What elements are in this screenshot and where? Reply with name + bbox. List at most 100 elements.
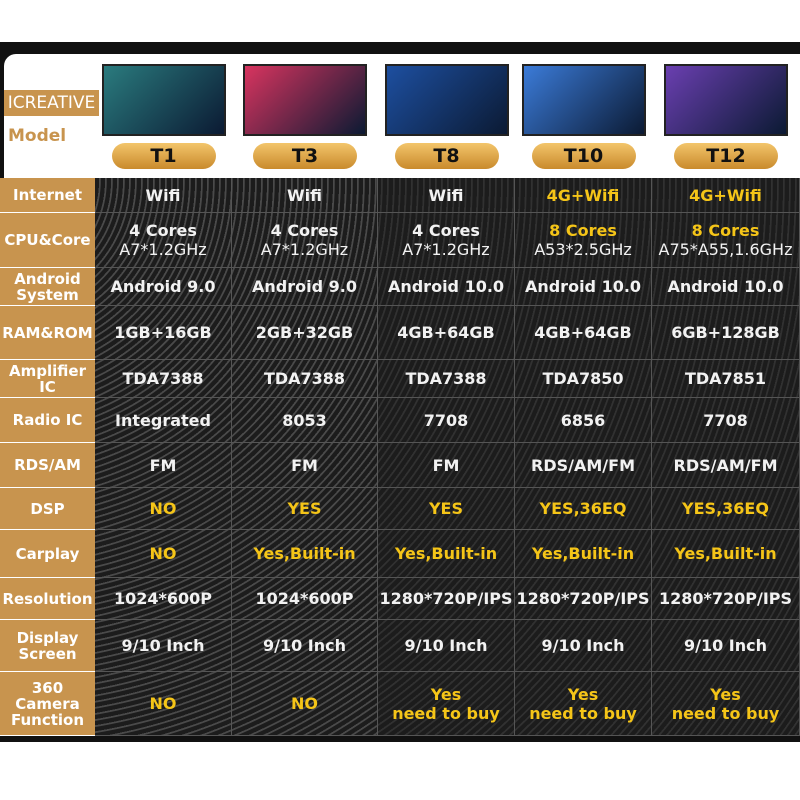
cell-text: need to buy: [392, 703, 500, 723]
table-cell: 6856: [515, 398, 652, 443]
cell-text: Integrated: [115, 410, 211, 430]
cell-text: 1280*720P/IPS: [379, 589, 513, 608]
row-label: Amplifier IC: [0, 360, 95, 398]
table-cell: RDS/AM/FM: [652, 443, 800, 488]
cell-text: 4 Cores: [129, 221, 197, 240]
model-name: T10: [531, 143, 636, 169]
table-cell: TDA7388: [95, 360, 232, 398]
label-line: Function: [10, 710, 85, 729]
row-label: Display Screen: [0, 620, 95, 672]
table-cell: RDS/AM/FM: [515, 443, 652, 488]
table-cell: 4 Cores A7*1.2GHz: [95, 213, 232, 268]
table-cell: 1024*600P: [232, 578, 378, 620]
table-cell: YES,36EQ: [515, 488, 652, 530]
screen-image: [521, 64, 646, 136]
cell-text: YES: [428, 499, 464, 518]
table-cell: 6GB+128GB: [652, 306, 800, 360]
table-cell: 8 Cores A75*A55,1.6GHz: [652, 213, 800, 268]
label-line: Display: [16, 628, 79, 647]
cell-text: 1024*600P: [255, 589, 354, 608]
label-line: Amplifier IC: [9, 361, 86, 396]
cell-text: 4 Cores: [270, 221, 339, 240]
table-cell: Wifi: [95, 178, 232, 213]
cell-text: Yes: [567, 684, 599, 704]
model-name: T1: [111, 143, 216, 169]
cell-text: FM: [149, 455, 177, 475]
cell-text: 9/10 Inch: [404, 636, 488, 655]
cell-text: 6GB+128GB: [671, 323, 780, 342]
cell-text: Android 10.0: [524, 277, 642, 296]
cell-text: Wifi: [287, 185, 322, 205]
table-cell: Yes need to buy: [652, 672, 800, 736]
cell-text: YES,36EQ: [539, 499, 627, 518]
label-line: Android: [14, 269, 81, 288]
cell-text: NO: [149, 499, 177, 518]
table-cell: NO: [95, 530, 232, 578]
table-cell: TDA7850: [515, 360, 652, 398]
table-cell: Android 10.0: [515, 268, 652, 306]
screen-image: [101, 64, 226, 136]
cell-text: Yes,Built-in: [394, 544, 498, 563]
table-cell: 4 Cores A7*1.2GHz: [378, 213, 515, 268]
cell-text: TDA7388: [122, 369, 204, 388]
cell-text: 4 Cores: [412, 221, 480, 240]
cell-text: 4GB+64GB: [397, 323, 495, 342]
cell-text: Android 9.0: [252, 277, 357, 296]
cell-text: 9/10 Inch: [121, 636, 205, 655]
table-cell: 9/10 Inch: [378, 620, 515, 672]
label-line: System: [16, 285, 79, 304]
cell-text: 1024*600P: [113, 589, 213, 608]
screen-image: [384, 64, 509, 136]
table-cell: Integrated: [95, 398, 232, 443]
screen-image: [664, 64, 788, 136]
label-line: Carplay: [15, 544, 80, 563]
row-label: DSP: [0, 488, 95, 530]
table-cell: 9/10 Inch: [515, 620, 652, 672]
row-label: RDS/AM: [0, 443, 95, 488]
cell-text: TDA7850: [542, 369, 624, 388]
table-cell: Yes need to buy: [515, 672, 652, 736]
cell-text: YES: [287, 499, 322, 518]
cell-text: 7708: [703, 410, 748, 430]
label-line: RDS/AM: [14, 456, 81, 474]
cell-text: A7*1.2GHz: [260, 240, 349, 259]
label-line: DSP: [30, 499, 65, 518]
cell-text: YES,36EQ: [682, 499, 769, 518]
table-cell: 7708: [378, 398, 515, 443]
model-name: T3: [253, 143, 357, 169]
cell-text: 8053: [282, 410, 327, 430]
cell-text: 1280*720P/IPS: [516, 589, 650, 608]
table-cell: 1024*600P: [95, 578, 232, 620]
row-label: Resolution: [0, 578, 95, 620]
table-cell: Yes,Built-in: [378, 530, 515, 578]
cell-text: RDS/AM/FM: [531, 455, 635, 475]
label-line: 360: [31, 678, 64, 697]
table-cell: 4G+Wifi: [652, 178, 800, 213]
label-line: Camera: [15, 694, 80, 713]
table-cell: YES: [232, 488, 378, 530]
cell-text: NO: [291, 694, 318, 713]
cell-text: FM: [291, 455, 318, 475]
row-label: RAM&ROM: [0, 306, 95, 360]
table-cell: Yes,Built-in: [515, 530, 652, 578]
cell-text: 4G+Wifi: [689, 185, 762, 205]
table-cell: NO: [232, 672, 378, 736]
cell-text: FM: [432, 455, 460, 475]
cell-text: RDS/AM/FM: [673, 455, 778, 475]
cell-text: NO: [149, 544, 177, 563]
table-cell: 8 Cores A53*2.5GHz: [515, 213, 652, 268]
cell-text: Yes: [430, 684, 462, 704]
table-cell: Yes,Built-in: [232, 530, 378, 578]
row-label: Radio IC: [0, 398, 95, 443]
row-label: Carplay: [0, 530, 95, 578]
table-cell: Wifi: [378, 178, 515, 213]
table-cell: TDA7388: [378, 360, 515, 398]
table-cell: FM: [95, 443, 232, 488]
cell-text: 1GB+16GB: [114, 323, 212, 342]
table-cell: Yes,Built-in: [652, 530, 800, 578]
model-label: Model: [8, 126, 67, 146]
table-cell: 9/10 Inch: [652, 620, 800, 672]
table-cell: Yes need to buy: [378, 672, 515, 736]
screen-image: [243, 64, 367, 136]
table-cell: Android 9.0: [232, 268, 378, 306]
